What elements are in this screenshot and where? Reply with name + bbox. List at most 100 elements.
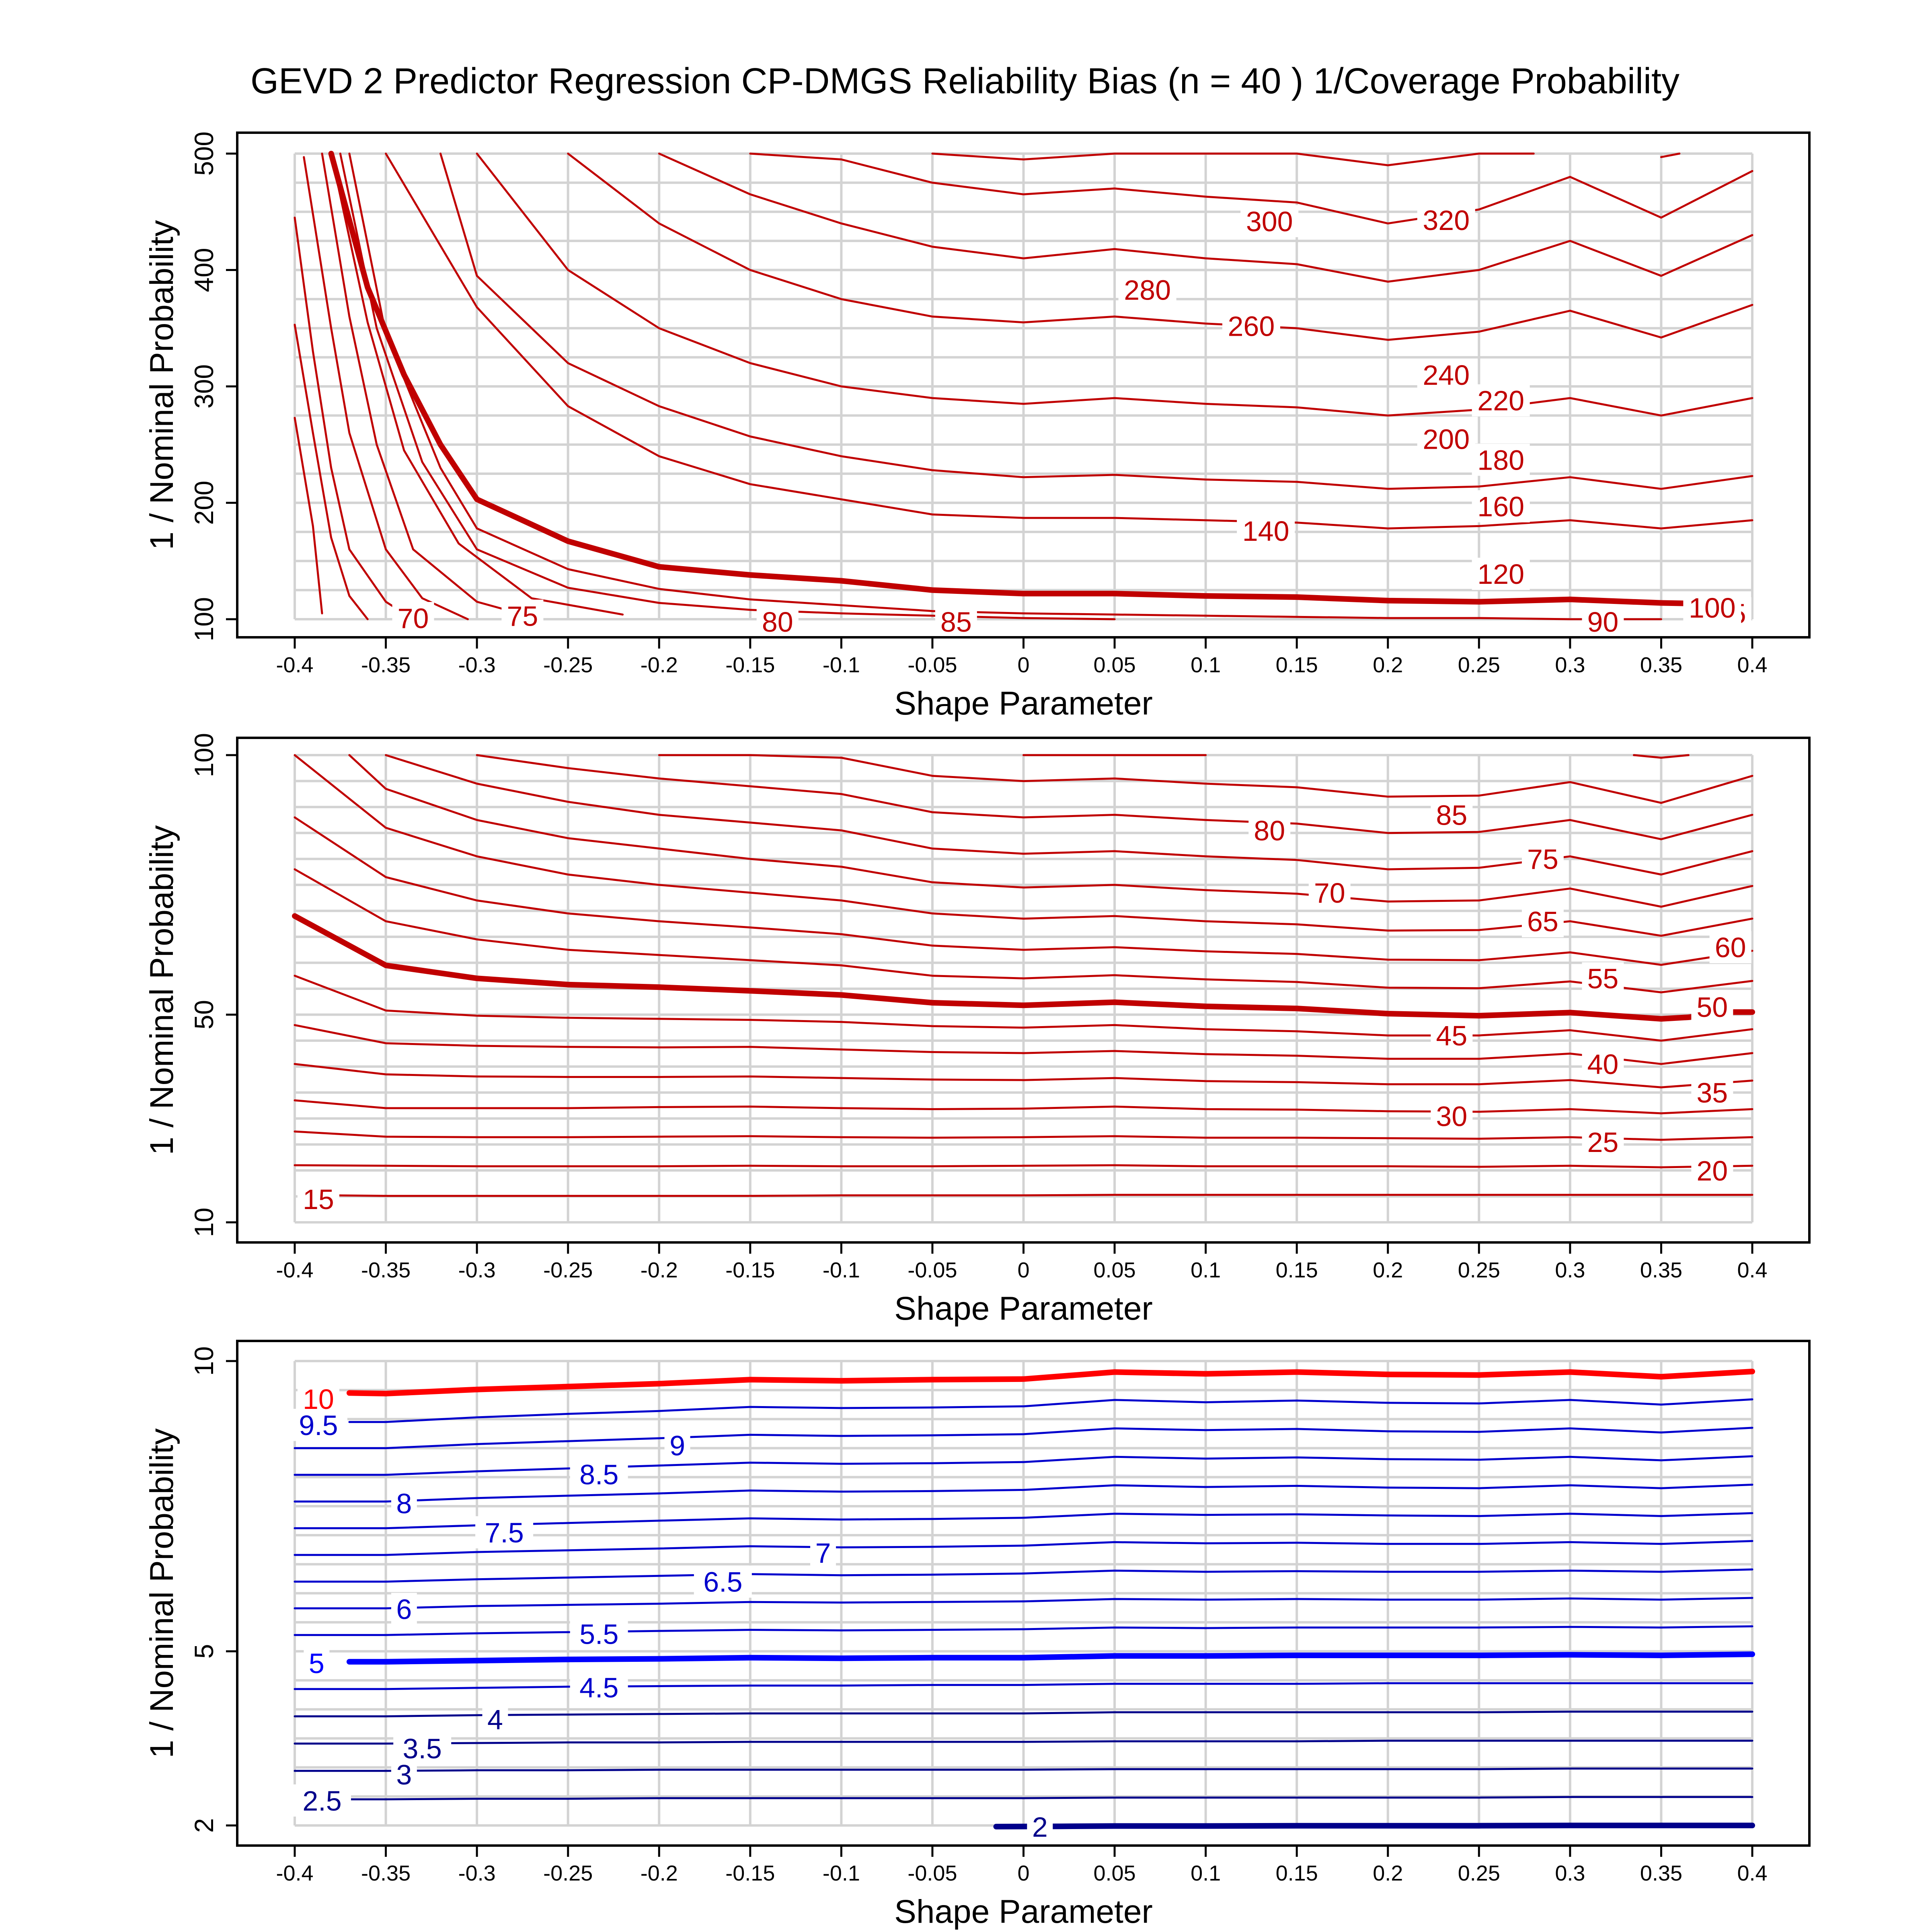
contour-line-middle-0 [330,1194,1753,1197]
y-axis-label-bottom: 1 / Nominal Probability [144,1428,180,1758]
contour-line-top-13 [658,152,1753,283]
x-tick-label-bottom-10: 0.1 [1191,1861,1221,1885]
x-tick-label-top-1: -0.35 [361,653,411,677]
contour-label-bg-top-1 [501,600,544,632]
y-tick-label-top-0: 100 [189,597,219,641]
contour-label-top-8: 140 [1242,515,1289,547]
contour-label-top-17: 320 [1423,205,1470,236]
contours-bottom [294,1369,1755,1829]
contour-label-bg-middle-5 [1582,1048,1624,1080]
x-tick-label-top-16: 0.4 [1737,653,1767,677]
y-tick-label-middle-1: 50 [189,1000,219,1029]
contour-label-bg-bottom-6 [304,1647,330,1679]
x-tick-label-bottom-1: -0.35 [361,1861,411,1885]
x-axis-label-bottom: Shape Parameter [894,1893,1153,1930]
contour-label-middle-11: 70 [1314,877,1345,909]
contour-label-top-12: 220 [1477,385,1524,417]
contour-label-middle-0: 15 [303,1184,334,1215]
contour-line-bottom-10 [294,1540,1753,1556]
x-tick-label-top-11: 0.15 [1276,653,1318,677]
contour-label-bg-middle-0 [297,1183,339,1215]
contour-label-bg-bottom-16 [297,1382,339,1415]
contour-line-bottom-1 [348,1796,1753,1801]
contour-label-bg-middle-13 [1248,814,1291,847]
contour-line-middle-8 [294,868,1753,994]
x-tick-label-middle-10: 0.1 [1191,1258,1221,1282]
contour-line-bottom-5 [294,1682,1753,1690]
contour-label-bottom-3: 3.5 [403,1733,442,1764]
x-tick-label-top-15: 0.35 [1640,653,1682,677]
contour-label-bg-bottom-11 [475,1516,534,1548]
contour-line-top-10 [439,152,1753,490]
x-tick-label-top-5: -0.15 [725,653,775,677]
contour-line-middle-2 [294,1130,1753,1141]
x-tick-label-top-10: 0.1 [1191,653,1221,677]
x-tick-label-bottom-11: 0.15 [1276,1861,1318,1885]
contour-label-top-7: 120 [1477,558,1524,590]
contour-label-bottom-8: 6 [396,1593,412,1625]
contour-label-bg-top-14 [1222,310,1280,342]
contour-label-bottom-14: 9 [669,1430,685,1461]
contour-label-top-9: 160 [1477,491,1524,522]
y-tick-label-bottom-2: 10 [189,1346,219,1376]
contour-label-bottom-10: 7 [815,1537,831,1569]
x-tick-label-top-13: 0.25 [1458,653,1500,677]
x-tick-label-top-4: -0.2 [641,653,678,677]
contour-label-middle-7: 50 [1696,992,1728,1023]
contour-label-bg-middle-3 [1431,1100,1473,1132]
contour-line-middle-3 [294,1099,1753,1115]
x-tick-label-middle-15: 0.35 [1640,1258,1682,1282]
x-tick-label-bottom-14: 0.3 [1555,1861,1585,1885]
contour-line-top-0 [294,417,323,614]
x-tick-label-top-12: 0.2 [1373,653,1403,677]
x-tick-label-middle-8: 0 [1017,1258,1029,1282]
x-tick-label-middle-3: -0.25 [543,1258,593,1282]
contour-label-middle-3: 30 [1436,1100,1467,1132]
contour-label-bottom-1: 2.5 [302,1785,341,1817]
x-tick-label-bottom-3: -0.25 [543,1861,593,1885]
contour-label-bottom-13: 8.5 [579,1459,618,1491]
contour-line-middle-6 [294,975,1753,1042]
x-ticks-top: -0.4 -0.35 -0.3 -0.25 -0.2 -0.15 -0.1 -0.05 0 0.0… [276,637,1768,677]
contour-label-bottom-12: 8 [396,1488,412,1519]
contour-line-top-1 [294,324,369,620]
contour-line-top-2 [294,216,414,620]
x-tick-label-middle-12: 0.2 [1373,1258,1403,1282]
x-axis-label-middle: Shape Parameter [894,1290,1153,1327]
contour-label-bg-middle-12 [1521,843,1564,875]
y-ticks-bottom: 2 5 10 [189,1346,237,1833]
contour-label-bg-bottom-0 [1027,1810,1053,1843]
x-tick-label-middle-11: 0.15 [1276,1258,1318,1282]
x-tick-label-middle-7: -0.05 [908,1258,957,1282]
contour-line-bottom-9 [294,1568,1753,1583]
contour-label-bg-bottom-9 [694,1565,752,1598]
contour-line-bottom-13 [294,1455,1753,1476]
x-tick-label-middle-2: -0.3 [458,1258,496,1282]
contour-label-bg-top-10 [1472,443,1530,476]
contour-label-bg-bottom-1 [293,1784,351,1817]
contour-label-bottom-0: 2 [1032,1811,1048,1843]
x-tick-label-top-14: 0.3 [1555,653,1585,677]
contour-line-middle-9 [294,816,1753,966]
contour-label-bg-middle-7 [1691,991,1733,1023]
contour-label-middle-10: 65 [1527,906,1558,937]
contour-label-bg-top-2 [756,605,799,638]
x-tick-label-middle-6: -0.1 [823,1258,860,1282]
contour-line-top-14 [749,152,1753,225]
y-tick-label-bottom-1: 5 [189,1644,219,1659]
contour-line-bottom-4 [294,1710,1753,1718]
panel-top: 7075808590951001201401601802002202402602… [144,131,1811,722]
contour-label-top-3: 85 [940,606,972,638]
contour-label-bg-top-3 [935,605,977,638]
contour-label-bg-bottom-13 [570,1458,628,1491]
x-tick-label-top-2: -0.3 [458,653,496,677]
contour-label-bg-bottom-14 [664,1429,690,1462]
contour-labels-middle: 15 20 25 30 35 40 45 50 55 60 65 70 75 80 85 [297,799,1751,1215]
contour-label-top-11: 200 [1423,423,1470,455]
contour-label-bg-middle-11 [1308,877,1351,909]
contour-label-bg-top-4 [1582,605,1624,638]
contour-line-middle-13 [476,754,1753,840]
contour-label-bg-top-16 [1240,205,1299,237]
